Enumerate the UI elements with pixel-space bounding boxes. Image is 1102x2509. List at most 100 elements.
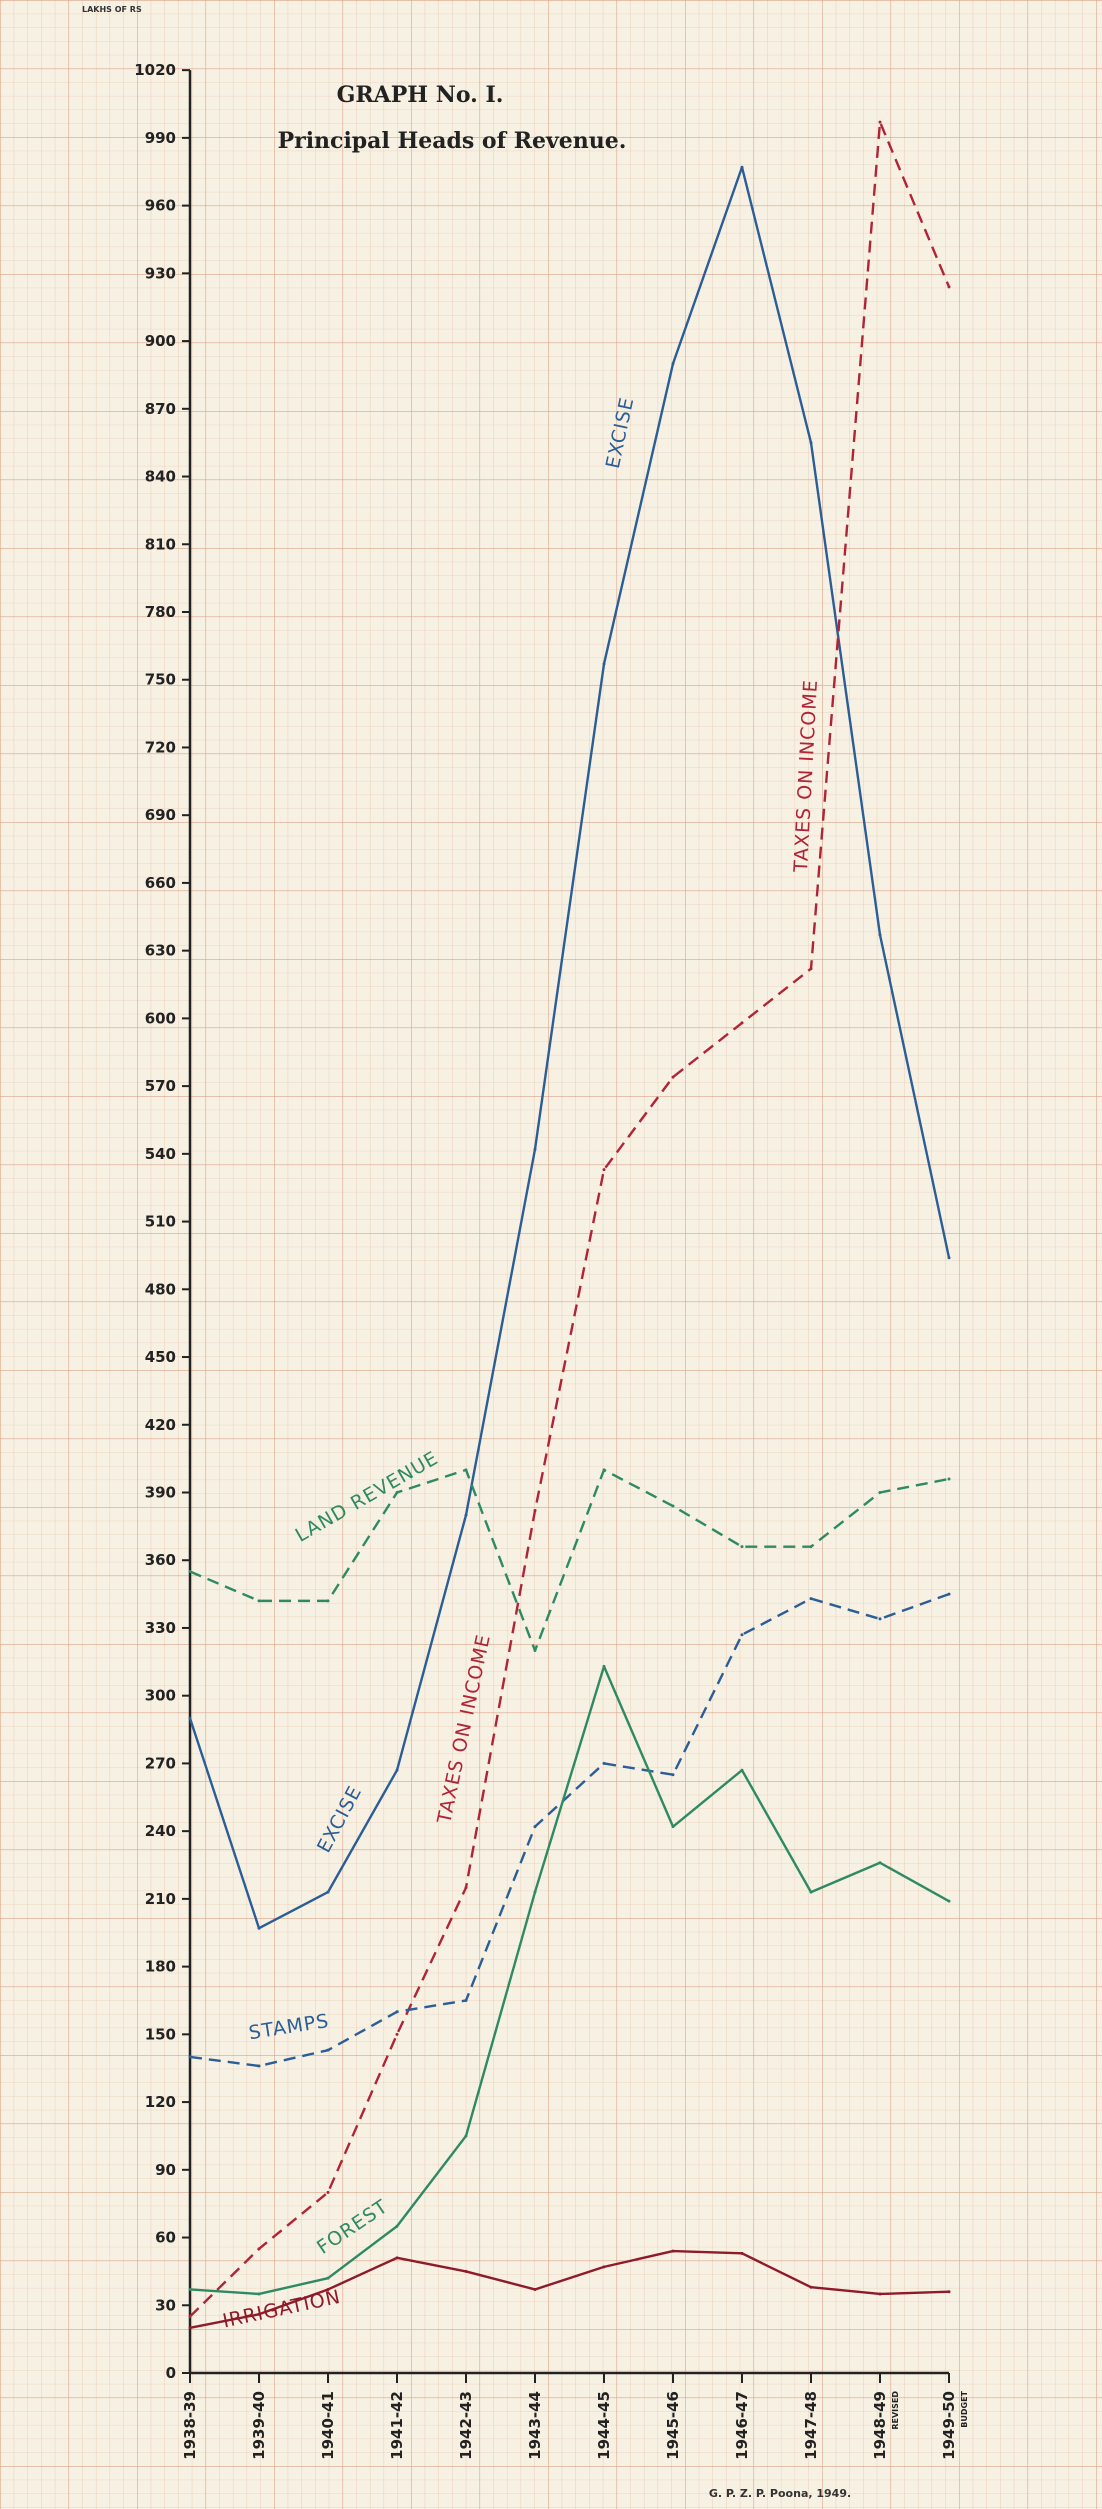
data-point-land-revenue [809,1545,813,1549]
data-point-land-revenue [671,1504,675,1508]
data-point-taxes-on-income [533,1509,537,1513]
data-point-forest [533,1890,537,1894]
x-tick-label: 1941-42 [388,2391,406,2460]
y-tick-label: 450 [145,1348,176,1366]
y-tick-label: 300 [145,1687,176,1705]
data-point-land-revenue [326,1599,330,1603]
y-tick-label: 120 [145,2093,176,2111]
y-tick-label: 180 [145,1958,176,1976]
data-point-irrigation [395,2256,399,2260]
data-point-irrigation [809,2285,813,2289]
x-tick-label: 1940-41 [319,2391,337,2460]
x-tick-label: 1944-45 [595,2391,613,2460]
y-tick-label: 150 [145,2025,176,2043]
y-tick-label: 390 [145,1483,176,1501]
data-point-forest [947,1899,951,1903]
chart-title: GRAPH No. I. [337,82,504,108]
data-point-forest [878,1861,882,1865]
series-line-stamps [189,1592,950,2068]
data-point-excise [947,1256,951,1260]
y-tick-label: 900 [145,332,176,350]
data-point-excise [188,1716,192,1720]
y-tick-label: 270 [145,1754,176,1772]
y-tick-label: 840 [145,468,176,486]
data-point-taxes-on-income [464,1886,468,1890]
y-tick-label: 690 [145,806,176,824]
y-tick-label: 420 [145,1416,176,1434]
data-point-irrigation [878,2292,882,2296]
x-tick-label: 1938-39 [181,2391,199,2460]
y-tick-label: 480 [145,1280,176,1298]
data-point-excise [809,441,813,445]
y-tick-label: 90 [155,2161,176,2179]
data-point-land-revenue [602,1468,606,1472]
data-point-forest [257,2292,261,2296]
data-point-forest [326,2276,330,2280]
x-tick-label: 1943-44 [526,2391,544,2460]
data-point-irrigation [464,2269,468,2273]
data-point-stamps [878,1617,882,1621]
data-point-irrigation [671,2249,675,2253]
data-point-forest [464,2134,468,2138]
x-tick-label: 1948-49 [871,2391,889,2460]
x-tick-label: 1946-47 [733,2391,751,2460]
data-point-taxes-on-income [740,1021,744,1025]
data-point-stamps [740,1633,744,1637]
y-tick-label: 990 [145,129,176,147]
y-tick-label: 960 [145,197,176,215]
data-point-land-revenue [740,1545,744,1549]
y-tick-label: 750 [145,671,176,689]
data-point-excise [464,1513,468,1517]
y-tick-label: 30 [155,2296,176,2314]
y-tick-label: 60 [155,2229,176,2247]
x-tick-label: 1939-40 [250,2391,268,2460]
x-tick-label: 1942-43 [457,2391,475,2460]
data-point-forest [671,1825,675,1829]
data-point-stamps [257,2064,261,2068]
data-point-excise [878,933,882,937]
data-point-taxes-on-income [257,2247,261,2251]
data-point-land-revenue [947,1477,951,1481]
x-tick-sublabel: BUDGET [960,2390,969,2427]
series-line-excise [188,166,951,1930]
data-point-irrigation [533,2287,537,2291]
data-point-excise [257,1926,261,1930]
y-tick-label: 930 [145,264,176,282]
data-point-excise [395,1768,399,1772]
y-tick-label: 330 [145,1619,176,1637]
y-tick-label: 660 [145,874,176,892]
y-tick-label: 870 [145,400,176,418]
data-point-forest [740,1768,744,1772]
series-line-forest [189,1665,950,2296]
data-point-excise [740,165,744,169]
data-point-excise [533,1147,537,1151]
data-point-stamps [326,2048,330,2052]
data-point-taxes-on-income [188,2315,192,2319]
y-tick-label: 570 [145,1077,176,1095]
printer-credit: G. P. Z. P. Poona, 1949. [709,2487,851,2500]
data-point-land-revenue [533,1649,537,1653]
data-point-forest [395,2224,399,2228]
data-point-taxes-on-income [947,285,951,289]
data-point-taxes-on-income [671,1075,675,1079]
data-point-irrigation [602,2265,606,2269]
y-tick-label: 630 [145,942,176,960]
data-point-forest [602,1664,606,1668]
series-line-land-revenue [189,1468,950,1652]
y-tick-label: 600 [145,1009,176,1027]
y-tick-label: 510 [145,1213,176,1231]
y-tick-label: 240 [145,1822,176,1840]
data-point-land-revenue [878,1490,882,1494]
data-point-irrigation [740,2251,744,2255]
data-point-stamps [533,1825,537,1829]
y-axis-unit-label: LAKHS OF RS [82,5,142,14]
y-tick-label: 780 [145,603,176,621]
y-tick-label: 810 [145,535,176,553]
data-point-taxes-on-income [602,1168,606,1172]
data-point-irrigation [326,2287,330,2291]
data-point-taxes-on-income [326,2190,330,2194]
x-tick-sublabel: REVISED [891,2391,900,2430]
y-tick-label: 360 [145,1551,176,1569]
